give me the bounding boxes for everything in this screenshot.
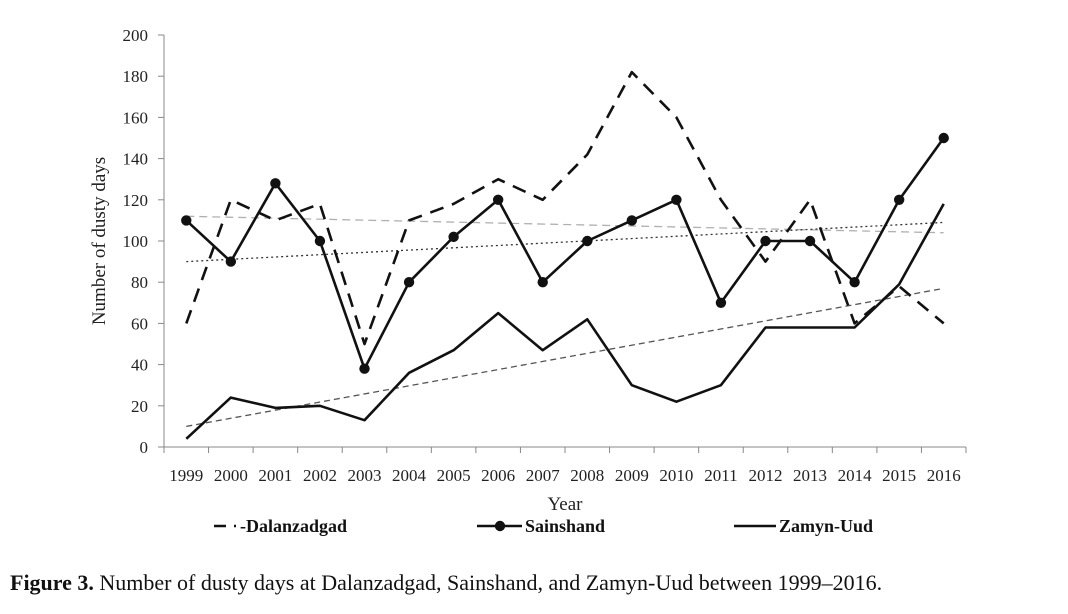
trendline-sainshand xyxy=(186,221,944,263)
x-tick-label: 2003 xyxy=(348,466,382,485)
x-tick-label: 2011 xyxy=(704,466,737,485)
y-tick-label: 0 xyxy=(140,438,149,457)
x-axis-title: Year xyxy=(547,494,583,515)
y-tick-label: 180 xyxy=(123,67,149,86)
y-tick-label: 160 xyxy=(123,108,149,127)
series-line-zamyn-uud xyxy=(185,203,945,440)
trendline-zamyn-uud xyxy=(186,287,944,428)
x-tick-label: 2013 xyxy=(793,466,827,485)
data-point-sainshand xyxy=(626,215,638,226)
legend-label-sainshand: Sainshand xyxy=(525,516,605,536)
x-tick-label: 2000 xyxy=(214,466,248,485)
x-tick-label: 2014 xyxy=(838,466,873,485)
data-point-sainshand xyxy=(715,297,727,308)
data-point-sainshand xyxy=(760,235,771,247)
x-tick-label: 2005 xyxy=(437,466,471,485)
y-tick-label: 60 xyxy=(131,314,148,333)
legend-label-zamyn-uud: Zamyn-Uud xyxy=(779,516,873,536)
data-point-sainshand xyxy=(314,235,326,247)
x-tick-label: 1999 xyxy=(169,466,203,485)
data-point-sainshand xyxy=(492,194,504,205)
data-point-sainshand xyxy=(537,277,548,288)
data-point-sainshand xyxy=(448,231,459,243)
x-tick-label: 2016 xyxy=(927,466,961,485)
x-tick-label: 2015 xyxy=(882,466,916,485)
data-point-sainshand xyxy=(270,178,281,189)
series-line-sainshand xyxy=(185,137,945,371)
x-tick-label: 2009 xyxy=(615,466,649,485)
x-tick-label: 2006 xyxy=(481,466,515,485)
y-tick-label: 80 xyxy=(131,273,148,292)
x-tick-label: 2010 xyxy=(659,466,693,485)
series-lines xyxy=(185,70,945,440)
data-point-sainshand xyxy=(403,277,415,288)
x-tick-label: 2004 xyxy=(392,466,427,485)
x-tick-label: 2012 xyxy=(749,466,783,485)
x-tick-label: 2002 xyxy=(303,466,337,485)
data-point-sainshand xyxy=(225,256,237,267)
data-point-sainshand xyxy=(582,235,593,247)
trendlines xyxy=(186,215,944,428)
y-tick-label: 40 xyxy=(131,356,148,375)
legend-label-dalanzadgad: -Dalanzadgad xyxy=(240,516,347,536)
figure-caption: Figure 3. Number of dusty days at Dalanz… xyxy=(10,570,1060,596)
data-point-sainshand xyxy=(849,277,860,288)
data-point-sainshand xyxy=(893,194,905,205)
trendline-dalanzadgad xyxy=(186,215,944,234)
y-tick-label: 140 xyxy=(123,150,149,169)
y-tick-label: 100 xyxy=(123,232,149,251)
x-tick-label: 2007 xyxy=(526,466,561,485)
y-tick-label: 200 xyxy=(123,26,149,45)
x-tick-label: 2008 xyxy=(570,466,604,485)
data-point-sainshand xyxy=(804,235,816,247)
data-point-sainshand xyxy=(359,363,370,374)
y-tick-label: 120 xyxy=(123,191,149,210)
data-point-sainshand xyxy=(181,215,192,226)
axis-labels: 0 20 40 60 80 100 120 140 160 180 200 1999 2000 2001 2… xyxy=(89,26,961,515)
x-tick-label: 2001 xyxy=(258,466,292,485)
data-point-sainshand xyxy=(671,194,682,205)
y-axis-title: Number of dusty days xyxy=(89,157,110,325)
caption-text: Number of dusty days at Dalanzadgad, Sai… xyxy=(93,570,883,595)
caption-label: Figure 3. xyxy=(10,570,94,595)
data-point-sainshand xyxy=(938,132,949,144)
series-line-dalanzadgad xyxy=(185,70,945,346)
series-markers xyxy=(181,132,949,374)
y-tick-label: 20 xyxy=(131,397,148,416)
legend: -Dalanzadgad Sainshand Zamyn-Uud xyxy=(214,516,873,536)
axes xyxy=(158,34,967,453)
legend-marker-sainshand xyxy=(494,520,506,532)
